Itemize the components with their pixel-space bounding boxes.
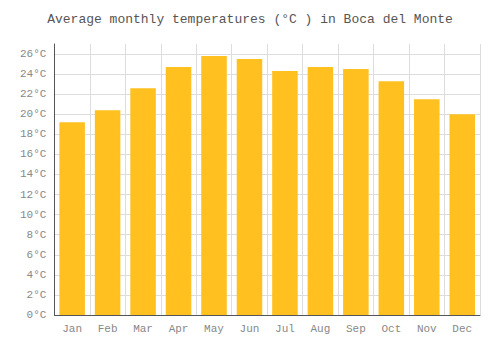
svg-text:Apr: Apr: [169, 323, 189, 335]
svg-text:Feb: Feb: [98, 323, 118, 335]
svg-text:20°C: 20°C: [20, 108, 47, 120]
svg-text:14°C: 14°C: [20, 168, 47, 180]
svg-text:16°C: 16°C: [20, 148, 47, 160]
svg-text:Jan: Jan: [62, 323, 82, 335]
svg-text:Nov: Nov: [417, 323, 437, 335]
svg-text:26°C: 26°C: [20, 48, 47, 60]
svg-text:6°C: 6°C: [27, 249, 47, 261]
svg-text:Jun: Jun: [240, 323, 260, 335]
svg-text:2°C: 2°C: [27, 289, 47, 301]
svg-text:Oct: Oct: [381, 323, 401, 335]
svg-text:12°C: 12°C: [20, 189, 47, 201]
svg-text:Dec: Dec: [452, 323, 472, 335]
svg-text:8°C: 8°C: [27, 229, 47, 241]
svg-text:0°C: 0°C: [27, 309, 47, 321]
svg-text:Mar: Mar: [133, 323, 153, 335]
svg-text:18°C: 18°C: [20, 128, 47, 140]
svg-text:Jul: Jul: [275, 323, 295, 335]
svg-text:Sep: Sep: [346, 323, 366, 335]
svg-text:10°C: 10°C: [20, 209, 47, 221]
svg-text:Average monthly temperatures (: Average monthly temperatures (°C ) in Bo…: [47, 12, 453, 27]
svg-text:24°C: 24°C: [20, 68, 47, 80]
svg-text:4°C: 4°C: [27, 269, 47, 281]
svg-text:22°C: 22°C: [20, 88, 47, 100]
svg-text:May: May: [204, 323, 224, 335]
svg-text:Aug: Aug: [310, 323, 330, 335]
